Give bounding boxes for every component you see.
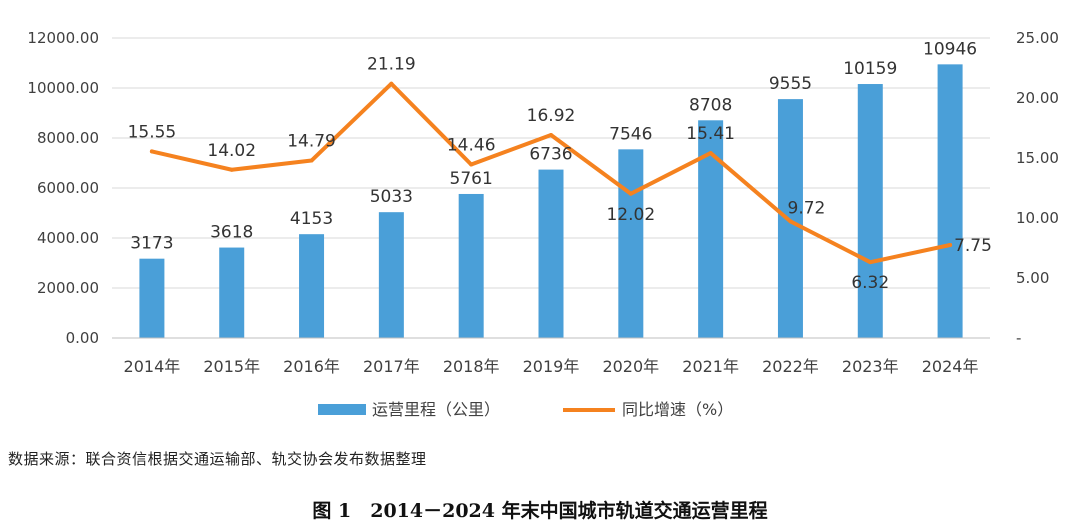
y-right-tick-label: 20.00 bbox=[1016, 89, 1059, 107]
y-left-tick-label: 4000.00 bbox=[37, 229, 99, 247]
x-tick-label: 2014年 bbox=[124, 357, 181, 376]
x-tick-label: 2015年 bbox=[203, 357, 260, 376]
line-point bbox=[309, 158, 314, 163]
line-point bbox=[628, 191, 633, 196]
bar bbox=[777, 99, 803, 338]
combo-chart: 3173 3618 4153 5033 5761 6736 7546 8708 9555 1015… bbox=[27, 29, 1059, 419]
line-value-label: 14.79 bbox=[287, 132, 336, 152]
y-left-tick-label: 8000.00 bbox=[37, 129, 99, 147]
axes: 0.00 2000.00 4000.00 6000.00 8000.00 10000.00… bbox=[27, 29, 1059, 376]
x-tick-label: 2018年 bbox=[443, 357, 500, 376]
legend-label-bar: 运营里程（公里） bbox=[372, 400, 500, 419]
line-point bbox=[549, 132, 553, 137]
bar-value-label: 3173 bbox=[130, 234, 173, 254]
line-point bbox=[389, 81, 394, 86]
bar-value-label: 5761 bbox=[450, 169, 493, 189]
y-right-tick-label: 15.00 bbox=[1016, 149, 1059, 167]
line-value-label: 14.46 bbox=[447, 135, 496, 155]
figure-caption: 图 1 2014－2024 年末中国城市轨道交通运营里程 bbox=[312, 500, 768, 522]
y-left-tick-label: 6000.00 bbox=[37, 179, 99, 197]
source-note: 数据来源：联合资信根据交通运输部、轨交协会发布数据整理 bbox=[8, 450, 427, 468]
bar bbox=[219, 247, 245, 338]
line-value-label: 9.72 bbox=[788, 198, 826, 218]
bar-value-label: 5033 bbox=[370, 187, 413, 207]
y-left-tick-label: 12000.00 bbox=[27, 29, 99, 47]
x-tick-label: 2020年 bbox=[602, 357, 659, 376]
bar-value-label: 7546 bbox=[609, 124, 652, 144]
bar-value-label: 8708 bbox=[689, 95, 732, 115]
y-left-tick-label: 10000.00 bbox=[27, 79, 99, 97]
line-point bbox=[868, 260, 873, 265]
x-tick-label: 2016年 bbox=[283, 357, 340, 376]
legend: 运营里程（公里） 同比增速（%） bbox=[318, 400, 733, 419]
bar-value-label: 6736 bbox=[529, 145, 572, 165]
bar bbox=[139, 258, 165, 338]
line-point bbox=[708, 151, 713, 156]
bar-value-label: 10946 bbox=[923, 39, 977, 59]
x-tick-label: 2023年 bbox=[842, 357, 899, 376]
line-value-label: 7.75 bbox=[954, 236, 992, 256]
line-point bbox=[469, 162, 474, 167]
line-value-label: 6.32 bbox=[851, 273, 889, 293]
line-series-growth bbox=[149, 81, 953, 265]
line-point bbox=[229, 167, 234, 172]
line-point bbox=[788, 219, 793, 224]
bar bbox=[618, 149, 644, 338]
bar-value-label: 4153 bbox=[290, 209, 333, 229]
line-point bbox=[149, 149, 154, 154]
legend-swatch-bar bbox=[318, 404, 366, 415]
bar bbox=[299, 234, 325, 338]
line-value-label: 12.02 bbox=[606, 205, 655, 225]
x-tick-label: 2024年 bbox=[922, 357, 979, 376]
bar bbox=[378, 212, 404, 338]
bar-value-label: 3618 bbox=[210, 223, 253, 243]
x-tick-label: 2019年 bbox=[523, 357, 580, 376]
x-tick-label: 2022年 bbox=[762, 357, 819, 376]
bar bbox=[538, 169, 564, 338]
line-value-label: 16.92 bbox=[527, 106, 576, 126]
data-labels: 3173 3618 4153 5033 5761 6736 7546 8708 9555 1015… bbox=[128, 39, 992, 293]
bar-series-mileage bbox=[139, 64, 963, 339]
bar bbox=[857, 84, 883, 339]
x-tick-label: 2017年 bbox=[363, 357, 420, 376]
y-left-tick-label: 0.00 bbox=[66, 329, 99, 347]
line-value-label: 21.19 bbox=[367, 55, 416, 75]
y-left-tick-label: 2000.00 bbox=[37, 279, 99, 297]
line-value-label: 15.55 bbox=[128, 122, 177, 142]
bar-value-label: 10159 bbox=[843, 59, 897, 79]
y-right-tick-label: - bbox=[1016, 329, 1021, 347]
y-right-tick-label: 10.00 bbox=[1016, 209, 1059, 227]
y-right-tick-label: 25.00 bbox=[1016, 29, 1059, 47]
legend-label-line: 同比增速（%） bbox=[622, 400, 733, 419]
line-value-label: 15.41 bbox=[686, 124, 735, 144]
y-right-tick-label: 5.00 bbox=[1016, 269, 1049, 287]
line-point bbox=[948, 243, 953, 247]
bar-value-label: 9555 bbox=[769, 74, 812, 94]
line-value-label: 14.02 bbox=[207, 141, 256, 161]
bar bbox=[458, 193, 484, 338]
x-tick-label: 2021年 bbox=[682, 357, 739, 376]
bar bbox=[937, 64, 963, 338]
